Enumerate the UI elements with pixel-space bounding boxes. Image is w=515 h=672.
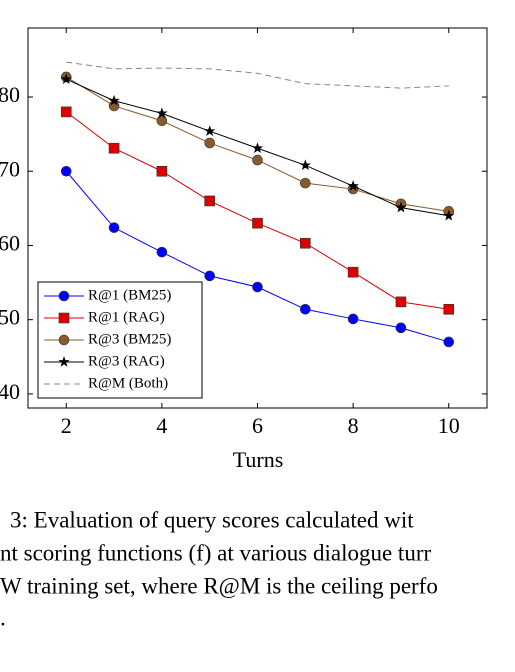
series-line — [66, 61, 449, 89]
x-tick-label: 2 — [61, 413, 72, 438]
x-tick-label: 4 — [156, 413, 167, 438]
y-tick-label: 70 — [0, 156, 20, 181]
marker — [58, 312, 70, 324]
y-tick-label: 40 — [0, 379, 20, 404]
marker — [395, 296, 407, 308]
caption-line: nt scoring functions (f) at various dial… — [0, 540, 431, 565]
marker — [60, 106, 72, 118]
marker — [108, 142, 120, 154]
x-tick-label: 6 — [252, 413, 263, 438]
marker — [347, 313, 359, 325]
caption-line: 3: Evaluation of query scores calculated… — [10, 507, 414, 532]
y-tick-label: 60 — [0, 231, 20, 256]
marker — [204, 270, 215, 282]
marker — [252, 281, 263, 293]
legend-label: R@1 (BM25) — [88, 287, 171, 303]
marker — [300, 177, 311, 189]
legend-label: R@3 (RAG) — [88, 353, 165, 369]
marker — [204, 125, 216, 136]
marker — [108, 222, 120, 233]
marker — [251, 142, 264, 154]
marker — [252, 154, 263, 166]
marker — [58, 290, 70, 302]
marker — [156, 246, 168, 258]
marker — [443, 336, 455, 348]
marker — [347, 180, 359, 191]
marker — [156, 165, 168, 177]
marker — [443, 303, 455, 315]
caption-line: W training set, where R@M is the ceiling… — [0, 573, 438, 598]
y-tick-label: 80 — [0, 82, 20, 107]
legend-label: R@M (Both) — [88, 375, 168, 391]
marker — [204, 195, 215, 207]
marker — [60, 165, 72, 177]
marker — [58, 356, 70, 367]
marker — [300, 303, 311, 315]
marker — [156, 115, 168, 127]
x-tick-label: 10 — [438, 413, 460, 438]
legend-label: R@1 (RAG) — [88, 309, 165, 325]
marker — [156, 107, 168, 119]
x-tick-label: 8 — [348, 413, 359, 438]
legend: R@1 (BM25) R@1 (RAG) R@3 (BM25) R@3 (RAG) R@… — [37, 281, 203, 399]
marker — [443, 209, 455, 221]
marker — [300, 237, 311, 249]
marker — [395, 201, 407, 213]
marker — [58, 334, 70, 346]
marker — [204, 137, 215, 149]
marker — [299, 159, 311, 171]
caption-line: . — [0, 605, 6, 630]
marker — [108, 94, 120, 106]
marker — [395, 322, 407, 334]
marker — [252, 217, 263, 229]
marker — [347, 266, 359, 278]
legend-label: R@3 (BM25) — [88, 331, 171, 347]
x-axis-label: Turns — [233, 447, 284, 472]
y-tick-label: 50 — [0, 305, 20, 330]
marker — [60, 73, 72, 85]
series-line — [65, 111, 449, 310]
